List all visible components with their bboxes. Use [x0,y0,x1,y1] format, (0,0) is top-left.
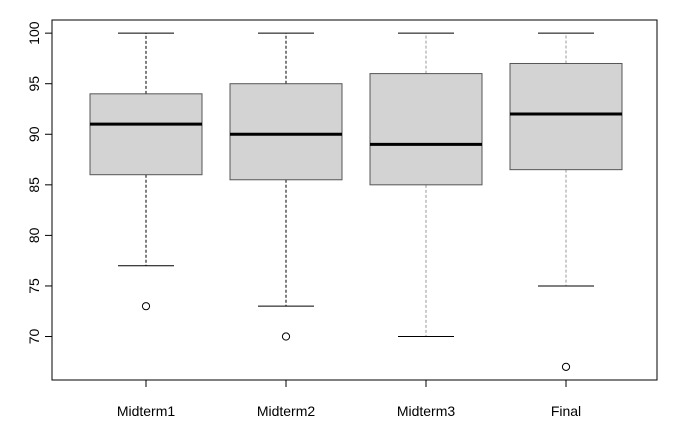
x-tick-label: Final [551,403,581,419]
outlier-point [141,302,151,311]
y-tick-label: 85 [26,177,42,193]
y-tick-label: 80 [26,227,42,243]
plot-frame [51,19,658,381]
outlier-point [561,362,571,371]
y-tick-label: 75 [26,278,42,294]
iqr-box [229,83,343,181]
iqr-box [509,62,623,171]
boxes-layer [89,32,623,371]
y-tick-label: 100 [26,21,42,45]
y-tick-label: 95 [26,76,42,92]
x-axis: Midterm1 Midterm2 Midterm3 Final [117,380,581,419]
plot-border [51,19,658,381]
x-tick-label: Midterm3 [397,403,456,419]
iqr-box [369,73,483,186]
x-tick-label: Midterm1 [117,403,176,419]
x-tick-label: Midterm2 [257,403,316,419]
box-group-final [509,32,623,371]
iqr-box [89,93,203,176]
y-tick-label: 70 [26,329,42,345]
box-group-midterm2 [229,32,343,341]
y-tick-label: 90 [26,126,42,142]
outlier-point [281,332,291,341]
box-group-midterm3 [369,32,483,338]
box-group-midterm1 [89,32,203,311]
y-axis: 70 75 80 85 90 95 100 [26,21,52,344]
